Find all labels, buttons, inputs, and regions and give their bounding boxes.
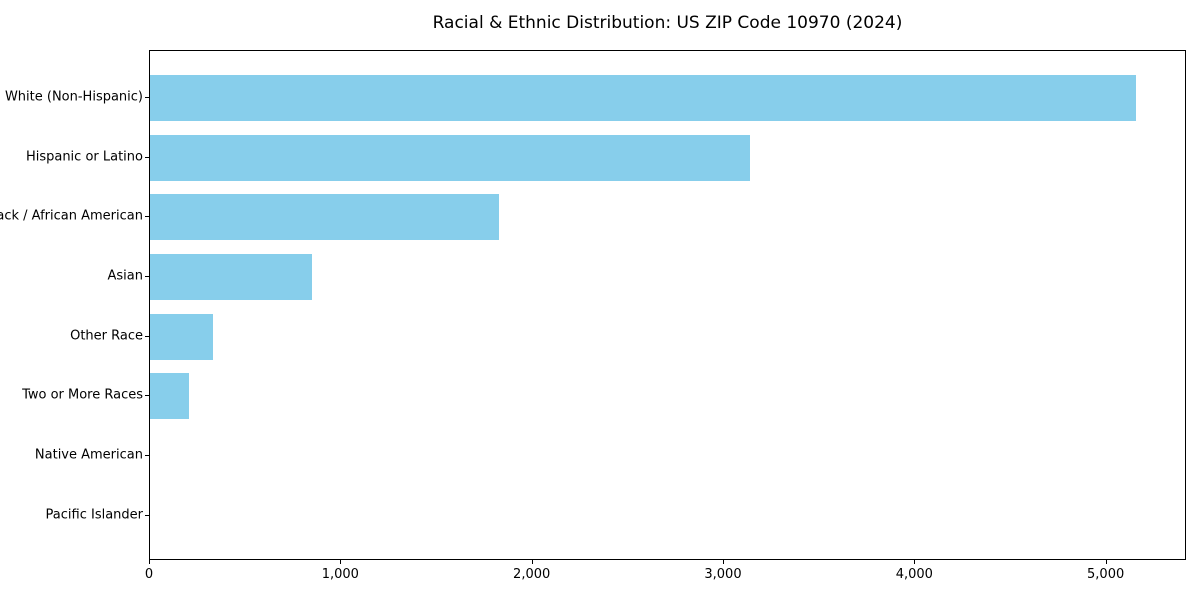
x-tick-mark bbox=[149, 560, 150, 564]
bar-other-race bbox=[150, 313, 214, 360]
bar-asian bbox=[150, 253, 312, 300]
bar-two-or-more-races bbox=[150, 373, 190, 420]
x-axis-label: 5,000 bbox=[1087, 567, 1125, 582]
y-tick-mark bbox=[145, 335, 149, 337]
y-axis-label: White (Non-Hispanic) bbox=[4, 89, 143, 105]
x-axis-label: 2,000 bbox=[513, 567, 551, 582]
x-tick-mark bbox=[914, 560, 916, 564]
y-tick-mark bbox=[145, 514, 149, 516]
y-axis-label: Hispanic or Latino bbox=[25, 149, 143, 165]
plot-area bbox=[149, 50, 1186, 560]
x-axis-label: 0 bbox=[144, 567, 154, 582]
x-axis-label: 3,000 bbox=[704, 567, 742, 582]
x-tick-mark bbox=[531, 560, 533, 564]
x-tick-mark bbox=[1105, 560, 1107, 564]
y-axis-label: Two or More Races bbox=[22, 387, 143, 403]
y-axis-label: Other Race bbox=[70, 328, 143, 344]
y-tick-mark bbox=[145, 454, 149, 456]
y-tick-mark bbox=[145, 156, 149, 158]
y-tick-mark bbox=[145, 216, 149, 218]
y-axis-label: Native American bbox=[34, 447, 143, 463]
chart-title: Racial & Ethnic Distribution: US ZIP Cod… bbox=[432, 13, 903, 33]
x-tick-mark bbox=[340, 560, 342, 564]
bar-black-african-american bbox=[150, 194, 500, 241]
x-axis-label: 4,000 bbox=[895, 567, 933, 582]
y-tick-mark bbox=[145, 395, 149, 397]
y-tick-mark bbox=[145, 275, 149, 277]
bar-white-non-hispanic bbox=[150, 75, 1137, 121]
x-axis-label: 1,000 bbox=[321, 567, 359, 582]
bar-hispanic-or-latino bbox=[150, 134, 750, 181]
y-tick-mark bbox=[145, 97, 149, 98]
y-axis-label: Pacific Islander bbox=[45, 507, 143, 523]
y-axis-label: Asian bbox=[107, 268, 143, 284]
x-tick-mark bbox=[722, 560, 724, 564]
y-axis-label: Black / African American bbox=[0, 208, 143, 224]
